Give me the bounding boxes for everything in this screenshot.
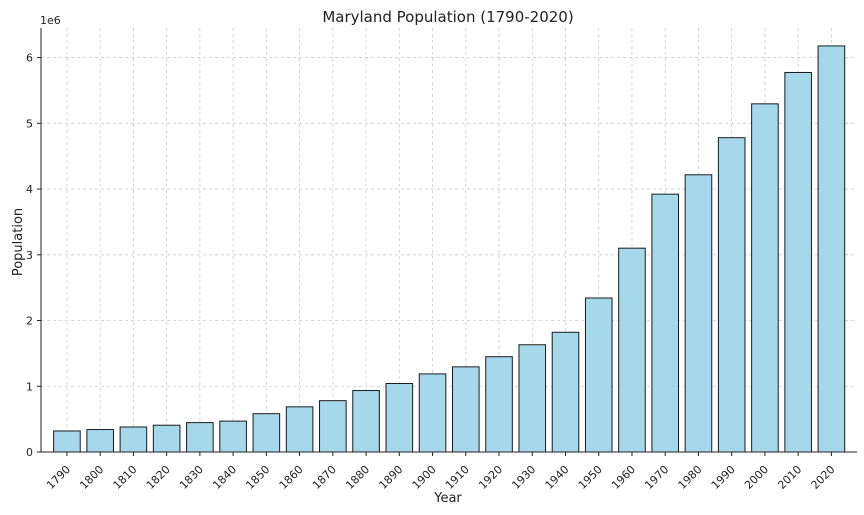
y-tick-label: 0 bbox=[26, 446, 33, 459]
bar-1880 bbox=[352, 390, 380, 453]
bar-1910 bbox=[451, 366, 480, 453]
x-tick-label: 1880 bbox=[343, 463, 372, 492]
x-tick-label: 1800 bbox=[77, 463, 106, 492]
chart-title: Maryland Population (1790-2020) bbox=[322, 8, 573, 26]
bar-1830 bbox=[186, 422, 214, 453]
bar-1790 bbox=[53, 430, 81, 453]
bar-1860 bbox=[285, 406, 314, 453]
x-tick-label: 1900 bbox=[410, 463, 439, 492]
x-tick-label: 1950 bbox=[576, 463, 605, 492]
bar-1810 bbox=[119, 426, 148, 453]
x-tick-label: 1960 bbox=[609, 463, 638, 492]
y-ticks: 0 1 2 3 4 5 6 bbox=[26, 52, 41, 459]
bar-1920 bbox=[485, 356, 513, 453]
x-tick-label: 1830 bbox=[177, 463, 206, 492]
y-tick-label: 6 bbox=[26, 52, 33, 65]
bar-1870 bbox=[319, 400, 347, 453]
y-tick-label: 4 bbox=[26, 183, 33, 196]
bar-2000 bbox=[751, 103, 779, 453]
bar-1990 bbox=[717, 137, 746, 453]
bar-1840 bbox=[219, 420, 247, 453]
axes bbox=[40, 28, 857, 453]
x-tick-label: 1970 bbox=[642, 463, 671, 492]
bar-1890 bbox=[385, 382, 414, 453]
x-tick-label: 1860 bbox=[277, 463, 306, 492]
y-tick-label: 5 bbox=[26, 117, 33, 130]
x-tick-label: 1840 bbox=[210, 463, 239, 492]
x-tick-label: 1920 bbox=[476, 463, 505, 492]
y-scale-label: 1e6 bbox=[40, 14, 61, 27]
bar-1970 bbox=[651, 193, 680, 453]
bar-1900 bbox=[418, 373, 447, 453]
x-tick-label: 1930 bbox=[509, 463, 538, 492]
x-tick-label: 1910 bbox=[443, 463, 472, 492]
bar-1950 bbox=[584, 297, 613, 453]
bar-2010 bbox=[784, 71, 812, 453]
bar-1940 bbox=[551, 331, 580, 453]
x-tick-label: 1980 bbox=[676, 463, 705, 492]
bar-1800 bbox=[86, 429, 114, 453]
x-ticks: 1790 1800 1810 1820 1830 1840 1850 1860 1870 1880… bbox=[44, 452, 838, 492]
y-tick-label: 3 bbox=[26, 249, 33, 262]
x-tick-label: 2020 bbox=[809, 463, 838, 492]
x-tick-label: 1940 bbox=[543, 463, 572, 492]
bar-1850 bbox=[252, 413, 281, 453]
y-axis-label: Population bbox=[11, 208, 26, 276]
x-tick-label: 1850 bbox=[243, 463, 272, 492]
bar-1960 bbox=[618, 247, 646, 453]
y-tick-label: 2 bbox=[26, 315, 33, 328]
bars bbox=[53, 45, 846, 453]
x-axis-label: Year bbox=[433, 491, 462, 506]
bar-2020 bbox=[817, 45, 846, 453]
x-tick-label: 2010 bbox=[775, 463, 804, 492]
x-tick-label: 1790 bbox=[44, 463, 73, 492]
x-tick-label: 1820 bbox=[144, 463, 173, 492]
x-tick-label: 1990 bbox=[709, 463, 738, 492]
bar-1820 bbox=[152, 424, 181, 453]
x-tick-label: 1810 bbox=[111, 463, 140, 492]
y-tick-label: 1 bbox=[26, 380, 33, 393]
x-tick-label: 1890 bbox=[376, 463, 405, 492]
x-tick-label: 2000 bbox=[742, 463, 771, 492]
x-tick-label: 1870 bbox=[310, 463, 339, 492]
bar-1930 bbox=[518, 344, 547, 453]
bar-1980 bbox=[684, 174, 713, 453]
